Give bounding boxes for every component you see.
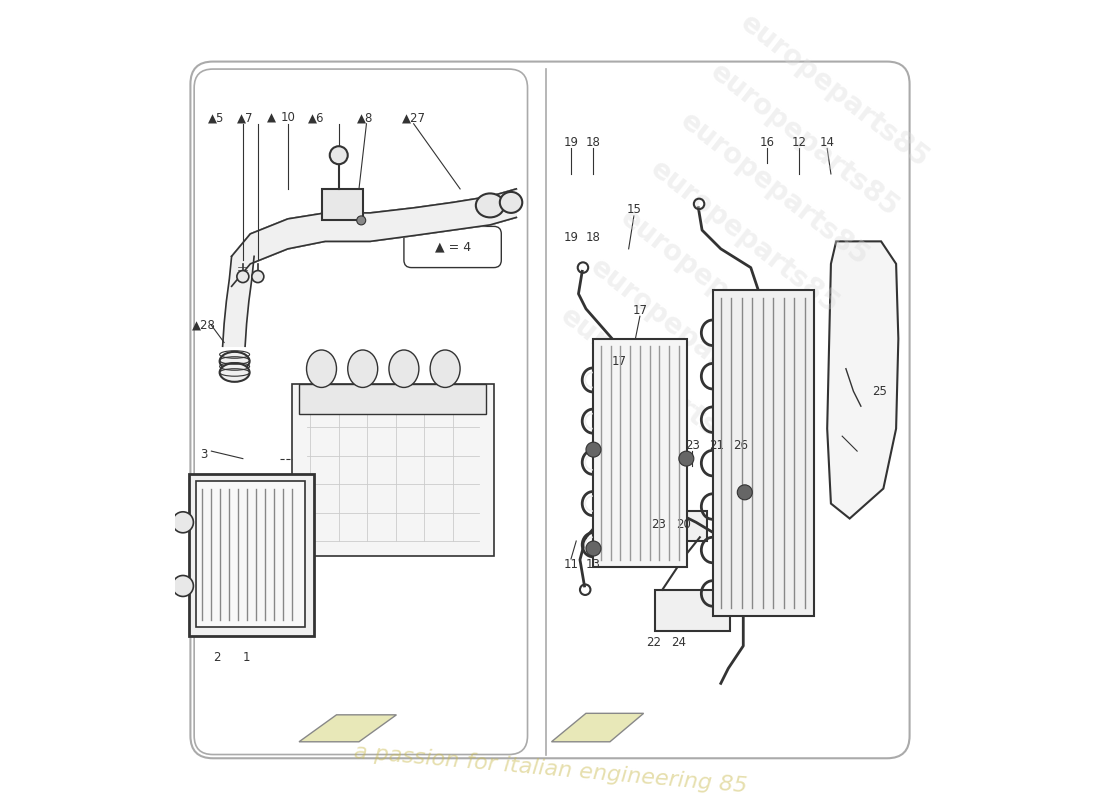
- Text: 23: 23: [685, 438, 700, 452]
- Text: 19: 19: [563, 231, 579, 244]
- Text: 15: 15: [627, 203, 641, 217]
- Text: ▲5: ▲5: [208, 111, 224, 124]
- Circle shape: [737, 485, 752, 500]
- Polygon shape: [299, 715, 396, 742]
- Text: 17: 17: [632, 304, 648, 317]
- Text: 26: 26: [734, 438, 748, 452]
- Text: 23: 23: [651, 518, 667, 531]
- Text: europeparts85: europeparts85: [705, 58, 904, 222]
- Ellipse shape: [348, 350, 377, 387]
- Bar: [292, 384, 494, 556]
- Polygon shape: [827, 242, 899, 518]
- Text: 25: 25: [872, 385, 887, 398]
- Text: 18: 18: [585, 136, 601, 149]
- Text: 1: 1: [243, 650, 251, 664]
- Circle shape: [586, 541, 601, 556]
- Circle shape: [330, 146, 348, 164]
- Ellipse shape: [499, 192, 522, 213]
- Circle shape: [173, 575, 194, 597]
- Polygon shape: [222, 256, 254, 346]
- Ellipse shape: [307, 350, 337, 387]
- Text: ▲ = 4: ▲ = 4: [434, 240, 471, 253]
- Text: 3: 3: [200, 448, 208, 462]
- Bar: [713, 290, 814, 616]
- Polygon shape: [551, 714, 644, 742]
- Bar: [593, 338, 688, 567]
- Text: ▲28: ▲28: [192, 318, 216, 332]
- Bar: [654, 590, 729, 631]
- Circle shape: [173, 512, 194, 533]
- Text: ▲8: ▲8: [356, 111, 373, 124]
- Circle shape: [679, 451, 694, 466]
- Text: 10: 10: [280, 111, 295, 124]
- Text: 20: 20: [675, 518, 691, 531]
- Text: europeparts85: europeparts85: [735, 10, 934, 174]
- Text: 21: 21: [708, 438, 724, 452]
- Ellipse shape: [476, 194, 504, 218]
- Circle shape: [356, 216, 365, 225]
- Bar: [189, 474, 314, 636]
- Ellipse shape: [389, 350, 419, 387]
- Text: 13: 13: [586, 558, 601, 571]
- Text: 11: 11: [563, 558, 579, 571]
- Text: ▲6: ▲6: [308, 111, 324, 124]
- Text: 16: 16: [760, 136, 774, 149]
- Bar: [299, 384, 486, 414]
- Ellipse shape: [430, 350, 460, 387]
- Text: ▲: ▲: [267, 111, 276, 124]
- Bar: [321, 189, 363, 220]
- Text: 12: 12: [791, 136, 806, 149]
- Bar: [662, 511, 707, 541]
- Text: 22: 22: [646, 636, 661, 649]
- Circle shape: [236, 270, 249, 282]
- Polygon shape: [232, 189, 516, 286]
- Text: a passion for italian engineering 85: a passion for italian engineering 85: [352, 742, 748, 797]
- Text: europeparts85: europeparts85: [556, 302, 755, 466]
- Text: 14: 14: [820, 136, 835, 149]
- Text: 18: 18: [585, 231, 601, 244]
- Text: europeparts85: europeparts85: [585, 253, 784, 418]
- Text: ▲7: ▲7: [236, 111, 253, 124]
- Circle shape: [252, 270, 264, 282]
- Circle shape: [586, 442, 601, 457]
- Text: 19: 19: [563, 136, 579, 149]
- Text: 24: 24: [671, 636, 686, 649]
- Text: 2: 2: [213, 650, 220, 664]
- Ellipse shape: [220, 352, 250, 370]
- Text: ▲27: ▲27: [402, 111, 426, 124]
- Text: europeparts85: europeparts85: [645, 155, 845, 320]
- Bar: [197, 481, 305, 627]
- Text: europeparts85: europeparts85: [615, 204, 814, 369]
- Ellipse shape: [220, 363, 250, 382]
- Text: 17: 17: [612, 354, 626, 368]
- Text: europeparts85: europeparts85: [675, 106, 874, 271]
